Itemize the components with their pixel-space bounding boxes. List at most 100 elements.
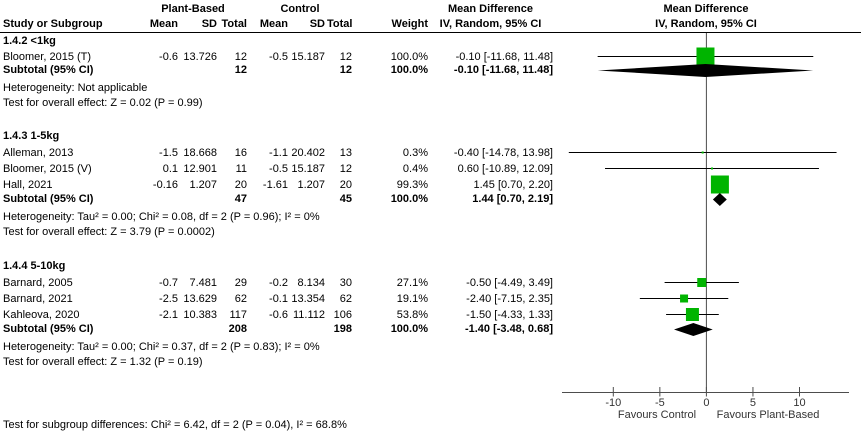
- study-row: Barnard, 2021 -2.5 13.629 62 -0.1 13.354 62 19.…: [0, 293, 861, 305]
- effect-square: [697, 278, 707, 287]
- section-title-row: 1.4.2 <1kg: [0, 35, 861, 47]
- col-header-study: Study or Subgroup: [3, 18, 103, 30]
- overall-effect-row: Test for overall effect: Z = 1.32 (P = 0…: [0, 356, 861, 368]
- study-row: Bloomer, 2015 (V) 0.1 12.901 11 -0.5 15.187 12…: [0, 163, 861, 175]
- total-experimental: 62: [234, 293, 247, 305]
- overall-effect-note: Test for overall effect: Z = 3.79 (P = 0…: [3, 226, 215, 238]
- sd-experimental: 7.481: [189, 277, 217, 289]
- effect-square: [680, 294, 689, 303]
- study-name: Bloomer, 2015 (T): [3, 51, 92, 63]
- subtotal-row: Subtotal (95% CI) 47 45 100.0% 1.44 [0.70, 2…: [0, 193, 861, 205]
- group-header-control: Control: [280, 3, 320, 15]
- total-experimental: 20: [234, 179, 247, 191]
- sd-experimental: 12.901: [183, 163, 217, 175]
- sd-experimental: 10.383: [183, 309, 217, 321]
- heterogeneity-row: Heterogeneity: Tau² = 0.00; Chi² = 0.37,…: [0, 341, 861, 353]
- mean-experimental: -0.7: [159, 277, 178, 289]
- mean-control: -0.5: [269, 163, 288, 175]
- subtotal-md-ci: -1.40 [-3.48, 0.68]: [464, 323, 553, 335]
- mean-control: -1.61: [262, 179, 288, 191]
- effect-square: [685, 308, 699, 321]
- group-header-mean-difference-text: Mean Difference: [448, 3, 533, 15]
- tick-label: 0: [703, 397, 709, 409]
- study-name: Alleman, 2013: [3, 147, 74, 159]
- col-header-weight: Weight: [391, 18, 428, 30]
- group-header-experimental: Plant-Based: [161, 3, 225, 15]
- effect-square: [710, 167, 713, 170]
- mean-control: -0.6: [269, 309, 288, 321]
- weight-value: 100.0%: [390, 51, 428, 63]
- md-ci-value: -0.10 [-11.68, 11.48]: [455, 51, 553, 63]
- total-control: 13: [339, 147, 352, 159]
- mean-control: -0.2: [269, 277, 288, 289]
- sd-experimental: 13.629: [183, 293, 217, 305]
- overall-effect-note: Test for overall effect: Z = 0.02 (P = 0…: [3, 97, 203, 109]
- heterogeneity-note: Heterogeneity: Tau² = 0.00; Chi² = 0.08,…: [3, 211, 320, 223]
- study-name: Barnard, 2021: [3, 293, 73, 305]
- total-experimental: 12: [234, 51, 247, 63]
- sd-control: 15.187: [291, 51, 325, 63]
- subtotal-md-ci: -0.10 [-11.68, 11.48]: [453, 64, 553, 76]
- mean-experimental: -1.5: [159, 147, 178, 159]
- section-title-row: 1.4.4 5-10kg: [0, 260, 861, 272]
- md-ci-value: -0.50 [-4.49, 3.49]: [466, 277, 553, 289]
- study-row: Barnard, 2005 -0.7 7.481 29 -0.2 8.134 30 27.1%…: [0, 277, 861, 289]
- total-control: 12: [339, 51, 352, 63]
- subtotal-weight: 100.0%: [390, 193, 428, 205]
- effect-square: [710, 175, 729, 194]
- section-title: 1.4.2 <1kg: [3, 35, 56, 47]
- total-experimental: 29: [234, 277, 247, 289]
- section-title: 1.4.4 5-10kg: [3, 260, 66, 272]
- sd-control: 15.187: [291, 163, 325, 175]
- section-title: 1.4.3 1-5kg: [3, 130, 60, 142]
- subtotal-row: Subtotal (95% CI) 12 12 100.0% -0.10 [-11.68…: [0, 64, 861, 76]
- heterogeneity-note: Heterogeneity: Not applicable: [3, 82, 148, 94]
- effect-square: [701, 151, 704, 154]
- subtotal-total-experimental: 47: [234, 193, 247, 205]
- subtotal-total-experimental: 12: [234, 64, 247, 76]
- mean-experimental: -0.6: [159, 51, 178, 63]
- weight-value: 99.3%: [396, 179, 428, 191]
- subtotal-total-experimental: 208: [228, 323, 247, 335]
- mean-control: -0.1: [269, 293, 288, 305]
- total-control: 30: [339, 277, 352, 289]
- subtotal-label: Subtotal (95% CI): [3, 193, 94, 205]
- md-ci-value: 1.45 [0.70, 2.20]: [473, 179, 553, 191]
- heterogeneity-row: Heterogeneity: Not applicable: [0, 82, 861, 94]
- favours-right-label: Favours Plant-Based: [717, 409, 820, 421]
- tick-label: -5: [655, 397, 665, 409]
- group-header-row: Plant-Based Control Mean Difference Mean…: [0, 3, 861, 15]
- subtotal-diamond: [674, 323, 713, 336]
- mean-experimental: -0.16: [152, 179, 178, 191]
- subtotal-weight: 100.0%: [390, 323, 428, 335]
- tick-label: 5: [750, 397, 756, 409]
- weight-value: 0.4%: [402, 163, 428, 175]
- effect-square: [696, 47, 715, 66]
- weight-value: 19.1%: [396, 293, 428, 305]
- subtotal-label: Subtotal (95% CI): [3, 323, 94, 335]
- col-header-total-control: Total: [327, 18, 353, 30]
- overall-effect-row: Test for overall effect: Z = 3.79 (P = 0…: [0, 226, 861, 238]
- col-header-mean-experimental: Mean: [149, 18, 178, 30]
- subtotal-label: Subtotal (95% CI): [3, 64, 94, 76]
- sd-control: 13.354: [291, 293, 325, 305]
- total-control: 106: [333, 309, 352, 321]
- col-header-iv-text: IV, Random, 95% CI: [439, 18, 542, 30]
- sd-control: 1.207: [297, 179, 325, 191]
- subtotal-row: Subtotal (95% CI) 208 198 100.0% -1.40 [-3.4…: [0, 323, 861, 335]
- favours-left-label: Favours Control: [618, 409, 696, 421]
- sd-experimental: 1.207: [189, 179, 217, 191]
- sd-experimental: 18.668: [183, 147, 217, 159]
- md-ci-value: -2.40 [-7.15, 2.35]: [466, 293, 553, 305]
- sd-control: 8.134: [297, 277, 325, 289]
- col-header-sd-experimental: SD: [201, 18, 217, 30]
- mean-experimental: -2.5: [159, 293, 178, 305]
- study-row: Bloomer, 2015 (T) -0.6 13.726 12 -0.5 15.187 1…: [0, 51, 861, 63]
- subtotal-total-control: 45: [339, 193, 352, 205]
- subtotal-diamond: [712, 193, 727, 206]
- tick-label: -10: [605, 397, 621, 409]
- study-row: Alleman, 2013 -1.5 18.668 16 -1.1 20.402 13 0.3…: [0, 147, 861, 159]
- sd-control: 11.112: [292, 309, 325, 321]
- col-header-sd-control: SD: [309, 18, 325, 30]
